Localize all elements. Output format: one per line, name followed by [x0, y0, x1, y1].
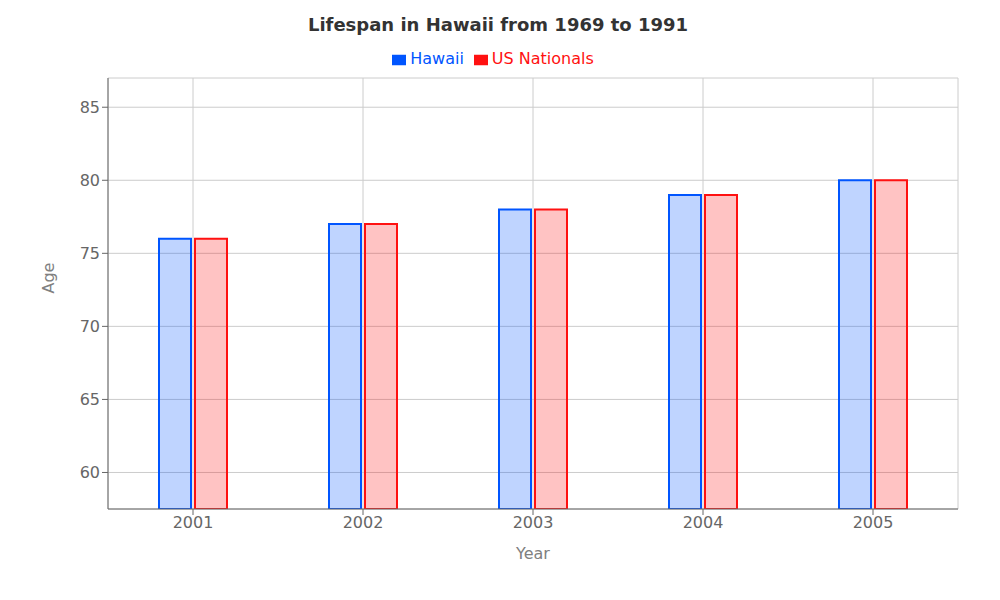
svg-text:2001: 2001	[173, 513, 214, 532]
html-text:Hawaii: Hawaii	[410, 49, 464, 68]
svg-text:2005: 2005	[853, 513, 894, 532]
html-text:Lifespan in Hawaii from 1969 t: Lifespan in Hawaii from 1969 to 1991	[307, 14, 689, 35]
svg-text:70: 70	[80, 317, 100, 336]
svg-text:Age: Age	[39, 263, 58, 294]
svg-text:2002: 2002	[343, 513, 384, 532]
svg-text:2003: 2003	[513, 513, 554, 532]
svg-text:Year: Year	[515, 544, 550, 563]
svg-text:60: 60	[80, 463, 100, 482]
svg-text:80: 80	[80, 171, 100, 190]
svg-text:85: 85	[80, 98, 100, 117]
svg-text:75: 75	[80, 244, 100, 263]
svg-text:2004: 2004	[683, 513, 724, 532]
svg-text:65: 65	[80, 390, 100, 409]
html-text:US Nationals: US Nationals	[491, 49, 594, 68]
